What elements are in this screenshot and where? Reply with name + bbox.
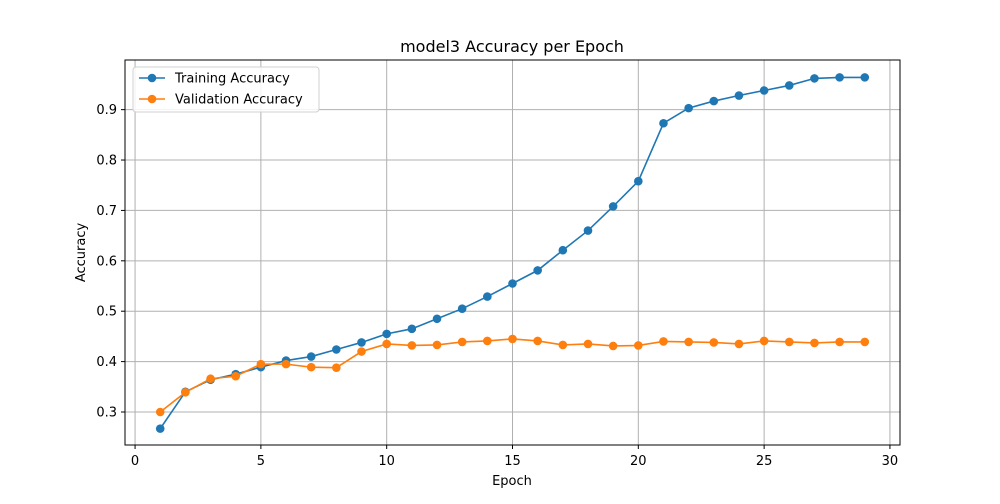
validation-accuracy-point — [583, 339, 593, 349]
axis-ticks: 0 5 10 15 20 25 30 0.3 0.4 0.5 0.6 0.7 0.8 0.9 — [96, 103, 898, 469]
training-accuracy-point — [357, 338, 366, 347]
validation-accuracy-point — [860, 337, 870, 347]
validation-accuracy-point — [558, 340, 568, 350]
validation-accuracy-point — [357, 347, 366, 356]
y-tick-label: 0.8 — [96, 154, 117, 169]
validation-accuracy-point — [181, 388, 190, 397]
legend-box — [132, 66, 320, 113]
x-axis-label: Epoch — [492, 474, 532, 489]
x-tick-label: 10 — [378, 454, 395, 469]
validation-accuracy-point — [483, 336, 492, 346]
training-accuracy-point — [860, 73, 870, 82]
y-tick-label: 0.5 — [96, 305, 117, 320]
validation-accuracy-point — [382, 339, 391, 349]
training-accuracy-point — [835, 73, 844, 82]
y-axis-label: Accuracy — [74, 223, 89, 283]
y-tick-label: 0.4 — [96, 355, 117, 370]
legend-item-training-accuracy: Training Accuracy — [139, 72, 290, 87]
validation-accuracy-point — [784, 337, 794, 347]
training-accuracy-point — [382, 329, 391, 339]
training-accuracy-point — [306, 352, 316, 361]
training-accuracy-point — [332, 345, 341, 354]
validation-accuracy-point — [608, 341, 618, 351]
x-tick-label: 20 — [630, 454, 647, 469]
y-tick-label: 0.9 — [96, 103, 117, 118]
validation-accuracy-point — [835, 337, 844, 347]
series-layer — [155, 73, 870, 433]
validation-accuracy-point — [407, 341, 417, 350]
x-tick-label: 0 — [131, 454, 139, 469]
validation-accuracy-point — [508, 334, 517, 344]
legend-item-validation-accuracy: Validation Accuracy — [139, 93, 303, 108]
validation-accuracy-point — [155, 407, 165, 417]
validation-accuracy-point — [659, 337, 668, 346]
validation-accuracy-series — [155, 334, 870, 417]
y-tick-label: 0.7 — [96, 204, 117, 219]
y-tick-label: 0.3 — [96, 405, 117, 420]
validation-accuracy-point — [634, 341, 643, 350]
training-accuracy-point — [508, 279, 517, 288]
training-accuracy-point — [684, 103, 693, 113]
x-tick-label: 30 — [882, 454, 899, 469]
training-accuracy-point — [759, 86, 769, 95]
chart-title: model3 Accuracy per Epoch — [400, 37, 624, 56]
validation-accuracy-point — [457, 337, 467, 347]
validation-accuracy-point — [231, 371, 241, 381]
validation-accuracy-point — [332, 363, 341, 372]
x-tick-label: 15 — [504, 454, 521, 469]
training-accuracy-point — [533, 266, 542, 275]
training-accuracy-point — [784, 81, 794, 90]
legend-swatch-marker — [147, 73, 157, 83]
training-accuracy-point — [432, 314, 442, 324]
training-accuracy-point — [483, 292, 492, 301]
legend-label: Validation Accuracy — [175, 93, 303, 108]
validation-accuracy-point — [533, 336, 542, 346]
grid-lines — [125, 60, 900, 445]
x-tick-label: 25 — [756, 454, 773, 469]
legend: Training Accuracy Validation Accuracy — [132, 66, 320, 113]
training-accuracy-point — [810, 74, 819, 83]
validation-accuracy-point — [306, 362, 316, 372]
training-accuracy-point — [155, 424, 165, 433]
training-accuracy-point — [457, 304, 467, 313]
legend-swatch-marker — [147, 94, 157, 104]
validation-accuracy-point — [709, 338, 719, 347]
validation-accuracy-point — [281, 359, 291, 369]
legend-label: Training Accuracy — [174, 72, 290, 87]
training-accuracy-point — [608, 202, 618, 211]
validation-accuracy-point — [734, 339, 744, 349]
validation-accuracy-point — [810, 338, 819, 348]
validation-accuracy-point — [684, 337, 693, 347]
validation-accuracy-point — [256, 359, 266, 369]
training-accuracy-point — [709, 96, 719, 106]
training-accuracy-point — [634, 176, 643, 186]
x-tick-label: 5 — [257, 454, 265, 469]
training-accuracy-point — [583, 226, 593, 235]
validation-accuracy-point — [759, 336, 769, 346]
training-accuracy-point — [734, 91, 744, 100]
y-tick-label: 0.6 — [96, 254, 117, 269]
training-accuracy-point — [659, 118, 668, 128]
validation-accuracy-point — [206, 374, 215, 384]
training-accuracy-point — [407, 324, 417, 334]
training-accuracy-point — [558, 245, 568, 255]
validation-accuracy-point — [432, 340, 442, 350]
